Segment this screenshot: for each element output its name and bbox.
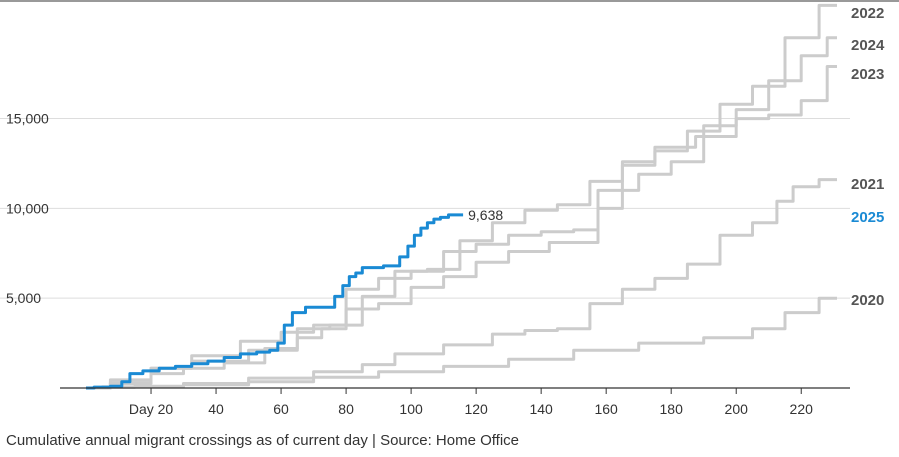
series-line-2023: [86, 65, 837, 390]
series-line-2024: [86, 36, 837, 390]
series-line-2021: [86, 178, 837, 390]
series-label-2022: 2022: [851, 5, 884, 22]
y-tick-label: 5,000: [6, 290, 41, 306]
axes: 5,000 10,000 15,000 Day 20 40 60 80 100 120 140 16…: [6, 111, 850, 417]
x-tick-label: 220: [790, 401, 814, 417]
x-tick-label: 100: [399, 401, 423, 417]
x-tick-label: 140: [529, 401, 553, 417]
x-tick-label: 60: [273, 401, 289, 417]
series-line-2022: [86, 3, 837, 390]
x-tick-label: 80: [338, 401, 354, 417]
x-tick-label: 200: [725, 401, 749, 417]
series-label-2024: 2024: [851, 37, 885, 54]
series-line-2020: [86, 296, 837, 390]
series-label-2023: 2023: [851, 66, 884, 83]
x-tick-label: Day 20: [129, 401, 174, 417]
series-label-2020: 2020: [851, 292, 884, 309]
x-tick-label: 40: [208, 401, 224, 417]
crossings-line-chart: 5,000 10,000 15,000 Day 20 40 60 80 100 120 140 16…: [0, 0, 899, 417]
x-tick-label: 120: [464, 401, 488, 417]
series-label-2025: 2025: [851, 209, 884, 226]
series-labels: 2020 2021 2022 2023 2024 2025 9,638: [468, 5, 885, 309]
x-tick-label: 160: [594, 401, 618, 417]
series-line-2025: [86, 213, 464, 390]
y-tick-label: 15,000: [6, 111, 49, 127]
y-tick-label: 10,000: [6, 200, 49, 216]
gridlines: [0, 0, 899, 299]
highlight-value-label: 9,638: [468, 207, 503, 223]
series-lines: [86, 3, 837, 390]
chart-caption: Cumulative annual migrant crossings as o…: [6, 432, 520, 449]
x-tick-label: 180: [660, 401, 684, 417]
series-label-2021: 2021: [851, 176, 884, 193]
